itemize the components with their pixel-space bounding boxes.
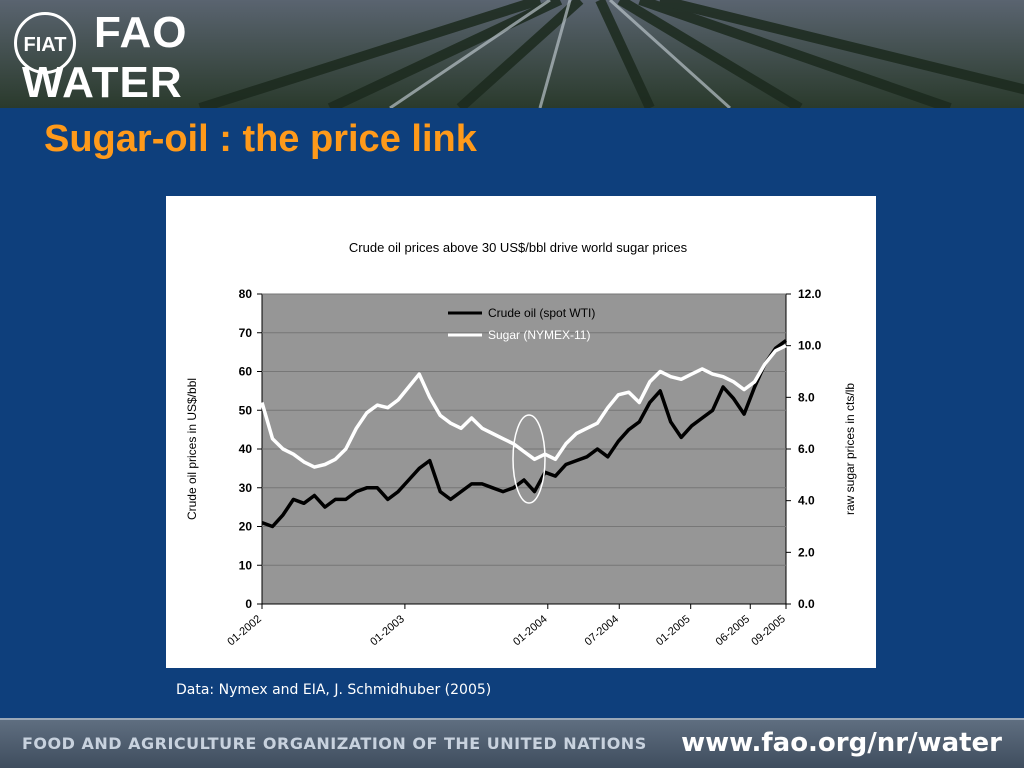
- left-axis-label: Crude oil prices in US$/bbl: [185, 378, 199, 520]
- legend: Crude oil (spot WTI) Sugar (NYMEX-11): [448, 306, 595, 342]
- left-tick-label: 80: [239, 287, 253, 301]
- x-tick-label: 01-2003: [368, 613, 407, 648]
- field-photo: [0, 0, 1024, 108]
- series-lines: [260, 339, 788, 529]
- right-axis: 0.0 2.0 4.0 6.0 8.0 10.0 12.0: [786, 287, 822, 611]
- footer-url-link[interactable]: www.fao.org/nr/water: [681, 728, 1002, 758]
- header-banner: FIAT FAO WATER: [0, 0, 1024, 108]
- fao-emblem-icon: FIAT: [14, 12, 76, 74]
- slide-title: Sugar-oil : the price link: [44, 118, 477, 160]
- left-tick-label: 70: [239, 326, 253, 340]
- right-tick-label: 12.0: [798, 287, 822, 301]
- chart-title: Crude oil prices above 30 US$/bbl drive …: [349, 240, 688, 255]
- legend-label-sugar: Sugar (NYMEX-11): [488, 328, 590, 342]
- left-tick-label: 0: [245, 597, 252, 611]
- left-tick-label: 30: [239, 481, 253, 495]
- logo-line2: WATER: [22, 58, 183, 107]
- left-tick-label: 40: [239, 442, 253, 456]
- right-tick-label: 2.0: [798, 545, 815, 559]
- svg-text:FIAT: FIAT: [24, 34, 67, 56]
- footer-bar: FOOD AND AGRICULTURE ORGANIZATION OF THE…: [0, 718, 1024, 768]
- logo-line1: FAO: [94, 8, 188, 57]
- right-tick-label: 6.0: [798, 442, 815, 456]
- left-tick-label: 50: [239, 403, 253, 417]
- right-tick-label: 10.0: [798, 339, 822, 353]
- x-tick-label: 07-2004: [583, 613, 622, 648]
- highlight-ellipse: [512, 414, 546, 504]
- right-tick-label: 8.0: [798, 390, 815, 404]
- gridlines: [262, 293, 786, 566]
- left-tick-label: 60: [239, 365, 253, 379]
- data-source-note: Data: Nymex and EIA, J. Schmidhuber (200…: [176, 682, 492, 698]
- line-chart: Crude oil prices above 30 US$/bbl drive …: [185, 240, 857, 648]
- chart-container: Crude oil prices above 30 US$/bbl drive …: [166, 196, 876, 668]
- footer-organization: FOOD AND AGRICULTURE ORGANIZATION OF THE…: [22, 734, 647, 753]
- fao-water-logo: FIAT FAO WATER: [8, 6, 186, 107]
- x-tick-label: 01-2005: [654, 613, 693, 648]
- right-axis-label: raw sugar prices in cts/lb: [843, 383, 857, 515]
- sugar-line: [260, 344, 787, 469]
- x-tick-label: 09-2005: [749, 613, 788, 648]
- crude-oil-line: [261, 339, 788, 529]
- left-axis: 0 10 20 30 40 50 60 70 80: [239, 287, 262, 611]
- left-tick-label: 20: [239, 520, 253, 534]
- x-axis: 01-2002 01-2003 01-2004 07-2004 01-2005 06-20…: [225, 604, 788, 648]
- x-tick-label: 01-2004: [511, 613, 550, 648]
- x-tick-label: 01-2002: [225, 613, 264, 648]
- right-tick-label: 0.0: [798, 597, 815, 611]
- right-tick-label: 4.0: [798, 494, 815, 508]
- x-tick-label: 06-2005: [714, 613, 753, 648]
- left-tick-label: 10: [239, 558, 253, 572]
- legend-label-crude: Crude oil (spot WTI): [488, 306, 595, 320]
